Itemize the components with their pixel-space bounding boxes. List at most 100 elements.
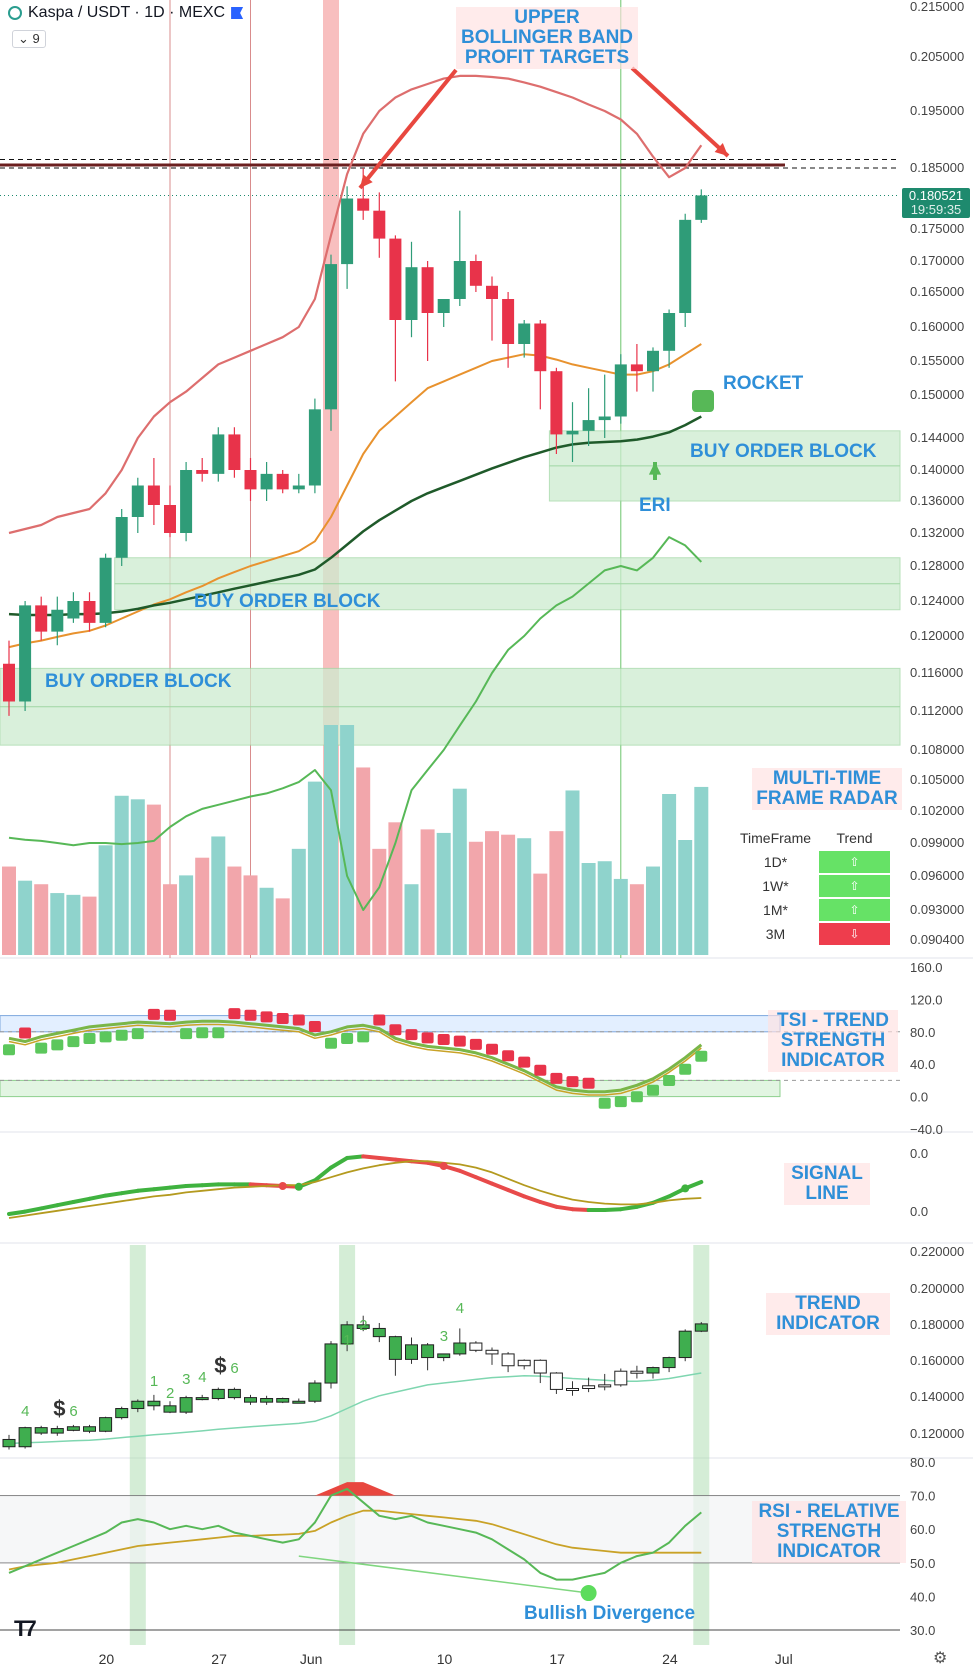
tsi-momentum-marker xyxy=(373,1014,386,1026)
trend-candle-body xyxy=(2,1438,16,1448)
trend-count-label: $ xyxy=(53,1396,65,1421)
signal-cross-dot xyxy=(278,1182,287,1190)
tsi-momentum-marker xyxy=(534,1064,547,1076)
signal-segment xyxy=(522,1194,543,1204)
tsi-momentum-marker xyxy=(518,1056,531,1068)
signal-segment xyxy=(103,1191,124,1198)
rsi-line-2: STRENGTH xyxy=(776,1521,882,1542)
trend-candle-body xyxy=(437,1353,451,1359)
trend-up-icon: ⇧ xyxy=(819,851,890,873)
trend-highlight-band xyxy=(339,1245,356,1645)
tsi-momentum-marker xyxy=(679,1063,692,1075)
signal-segment xyxy=(71,1196,92,1204)
candle-body xyxy=(518,323,531,344)
signal-segment xyxy=(602,1207,623,1212)
candle-body xyxy=(341,198,354,265)
tsi-line xyxy=(8,1019,703,1094)
trend-candle-body xyxy=(356,1324,370,1329)
price-axis-label: 0.195000 xyxy=(910,103,964,118)
trend-candle-body xyxy=(227,1388,241,1399)
volume-bar xyxy=(629,884,644,955)
signal-segment xyxy=(570,1207,591,1212)
signal-segment xyxy=(7,1209,28,1216)
trend-candle-body xyxy=(99,1417,113,1432)
x-axis-label: 10 xyxy=(437,1651,453,1667)
trend-axis-label: 0.120000 xyxy=(910,1426,964,1441)
mtf-timeframe: 1W* xyxy=(762,878,789,894)
price-axis-label: 0.116000 xyxy=(910,665,963,680)
indicator-count-badge[interactable]: ⌄ 9 xyxy=(12,30,46,48)
candle-body xyxy=(260,473,273,490)
trend-candle-body xyxy=(678,1330,692,1359)
signal-segment xyxy=(538,1200,559,1209)
rsi-callout: RSI - RELATIVE STRENGTH INDICATOR xyxy=(752,1501,906,1563)
current-price-tag: 0.180521 19:59:35 xyxy=(902,188,970,218)
price-axis-label: 0.093000 xyxy=(910,902,964,917)
tsi-momentum-marker xyxy=(695,1050,708,1062)
trend-count-label: 1 xyxy=(343,1332,351,1349)
price-axis-label: 0.099000 xyxy=(910,835,964,850)
flag-icon[interactable] xyxy=(231,7,244,19)
trend-candle-body xyxy=(646,1367,660,1374)
candle-body xyxy=(566,430,579,435)
candle-body xyxy=(582,420,595,431)
volume-bar xyxy=(694,786,709,955)
candle-body xyxy=(228,434,241,470)
tsi-momentum-marker xyxy=(486,1043,498,1055)
signal-segment xyxy=(618,1204,639,1212)
candle-body xyxy=(550,371,563,435)
price-axis-label: 0.150000 xyxy=(910,387,964,402)
rsi-overbought-marker xyxy=(314,1482,396,1496)
volume-bar xyxy=(662,794,677,955)
settings-icon[interactable]: ⚙ xyxy=(933,1650,948,1667)
volume-bar xyxy=(18,880,33,955)
rsi-band xyxy=(0,1495,900,1563)
candle-body xyxy=(276,473,289,490)
trend-count-label: 3 xyxy=(440,1328,448,1345)
candle-body xyxy=(51,609,64,632)
trend-candle-body xyxy=(179,1397,193,1413)
volume-bar xyxy=(404,884,419,955)
signal-segment xyxy=(23,1206,44,1214)
price-axis-label: 0.108000 xyxy=(910,742,964,757)
radar-callout: MULTI-TIME FRAME RADAR xyxy=(752,768,902,810)
trend-candle-body xyxy=(533,1359,547,1374)
signal-segment xyxy=(490,1181,511,1192)
order-block-label-1: BUY ORDER BLOCK xyxy=(690,441,877,462)
tsi-momentum-marker xyxy=(83,1032,96,1044)
price-axis-label: 0.170000 xyxy=(910,253,964,268)
rsi-axis-label: 80.0 xyxy=(910,1455,935,1470)
tsi-momentum-marker xyxy=(180,1028,193,1040)
tsi-momentum-marker xyxy=(405,1029,418,1041)
trend-candle-body xyxy=(83,1426,96,1432)
signal-segment xyxy=(184,1183,205,1188)
volume-bar xyxy=(66,894,81,955)
tsi-axis-label: 80.0 xyxy=(910,1025,935,1040)
tsi-momentum-marker xyxy=(19,1027,32,1039)
candle-body xyxy=(534,323,547,372)
tsi-momentum-marker xyxy=(131,1028,144,1040)
tradingview-logo-icon[interactable]: T7 xyxy=(14,1616,37,1641)
trend-candle-body xyxy=(211,1388,225,1400)
volume-bar xyxy=(82,896,97,955)
candle-body xyxy=(212,434,225,474)
trend-count-label: 2 xyxy=(166,1385,174,1402)
tsi-momentum-marker xyxy=(244,1009,257,1021)
trend-axis-label: 0.180000 xyxy=(910,1317,964,1332)
volume-bar xyxy=(179,875,194,955)
mtf-header-timeframe: TimeFrame xyxy=(740,830,812,846)
trend-candle-body xyxy=(614,1370,628,1386)
candle-body xyxy=(647,350,659,372)
symbol-header[interactable]: Kaspa / USDT · 1D · MEXC xyxy=(8,4,244,22)
volume-bar xyxy=(307,781,322,955)
bollinger-callout: UPPER BOLLINGER BAND PROFIT TARGETS xyxy=(456,7,638,69)
tsi-line-3: INDICATOR xyxy=(781,1050,885,1071)
tsi-momentum-marker xyxy=(357,1031,370,1043)
rsi-line-1: RSI - RELATIVE xyxy=(758,1501,900,1522)
tsi-axis-label: 0.0 xyxy=(910,1090,928,1105)
rocket-icon xyxy=(692,390,714,412)
candle-body xyxy=(196,470,209,474)
volume-bar xyxy=(452,788,467,955)
trend-candle-body xyxy=(34,1427,48,1434)
